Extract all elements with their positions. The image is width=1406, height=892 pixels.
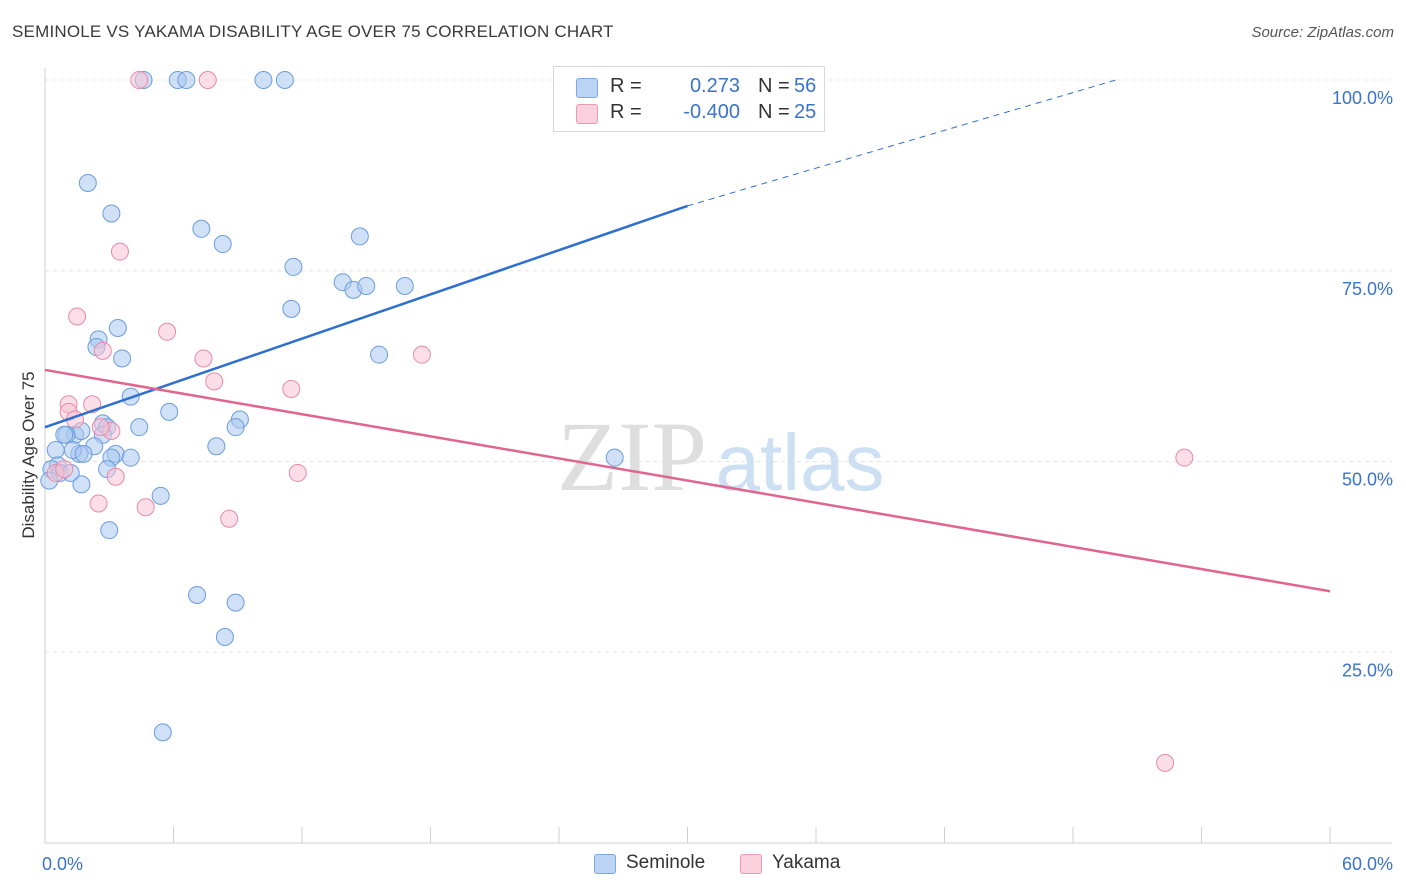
yakama-point xyxy=(136,498,155,517)
y-tick-label: 75.0% xyxy=(1342,279,1393,299)
yakama-point xyxy=(106,467,125,486)
seminole-trend-extension xyxy=(687,79,1116,207)
y-tick-label: 25.0% xyxy=(1342,660,1393,680)
seminole-point xyxy=(226,418,245,437)
trend-lines xyxy=(44,79,1331,593)
yakama-point xyxy=(1175,448,1194,467)
y-axis-label: Disability Age Over 75 xyxy=(19,371,38,538)
x-tick-label: 60.0% xyxy=(1342,854,1393,874)
seminole-point xyxy=(370,345,389,364)
legend-swatch-yakama xyxy=(576,104,598,124)
legend-swatch-seminole xyxy=(594,854,616,874)
seminole-point xyxy=(100,521,119,540)
seminole-point xyxy=(121,448,140,467)
legend-r-value: 0.273 xyxy=(689,75,740,97)
legend-n-value: 25 xyxy=(794,101,817,123)
legend-swatch-yakama xyxy=(740,854,762,874)
legend-n-label: N = xyxy=(758,101,790,123)
seminole-point xyxy=(282,299,301,318)
watermark-zip: ZIP xyxy=(557,401,707,512)
yakama-point xyxy=(194,349,213,368)
seminole-point xyxy=(113,349,132,368)
seminole-point xyxy=(72,475,91,494)
seminole-point xyxy=(207,437,226,456)
seminole-point xyxy=(55,425,74,444)
seminole-trend-line xyxy=(44,204,688,429)
watermark-atlas: atlas xyxy=(716,418,885,507)
yakama-point xyxy=(130,71,149,89)
seminole-point xyxy=(350,227,369,246)
yakama-trend-line xyxy=(44,368,1331,593)
yakama-point xyxy=(93,341,112,360)
seminole-point xyxy=(74,444,93,463)
data-points xyxy=(40,71,1194,772)
yakama-point xyxy=(220,509,239,528)
seminole-point xyxy=(153,723,172,742)
seminole-point xyxy=(395,277,414,296)
seminole-point xyxy=(151,486,170,505)
yakama-point xyxy=(198,71,217,89)
yakama-point xyxy=(412,345,431,364)
seminole-point xyxy=(215,627,234,646)
source-label: Source: ZipAtlas.com xyxy=(1251,24,1394,41)
seminole-point xyxy=(284,257,303,276)
legend-n-label: N = xyxy=(758,75,790,97)
legend-n-value: 56 xyxy=(794,75,817,97)
seminole-point xyxy=(46,441,65,460)
seminole-point xyxy=(160,402,179,421)
axes xyxy=(44,68,1392,844)
yakama-point xyxy=(91,418,110,437)
chart-title: SEMINOLE VS YAKAMA DISABILITY AGE OVER 7… xyxy=(12,22,614,41)
seminole-point xyxy=(605,448,624,467)
legend-swatch-seminole xyxy=(576,78,598,98)
yakama-point xyxy=(89,494,108,513)
yakama-point xyxy=(205,372,224,391)
seminole-point xyxy=(102,204,121,223)
yakama-point xyxy=(282,380,301,399)
legend-r-label: R = xyxy=(610,101,642,123)
legend-stats: R = 0.273 N = 56 R = -0.400 N = 25 xyxy=(553,66,825,132)
seminole-point xyxy=(226,593,245,612)
tick-labels: 100.0% 75.0% 50.0% 25.0% 0.0% 60.0% xyxy=(42,88,1393,874)
seminole-point xyxy=(357,277,376,296)
seminole-point xyxy=(177,71,196,89)
seminole-point xyxy=(275,71,294,89)
yakama-point xyxy=(68,307,87,326)
watermark: ZIP atlas xyxy=(557,401,884,512)
yakama-point xyxy=(288,463,307,482)
seminole-point xyxy=(108,318,127,337)
seminole-point xyxy=(78,174,97,193)
seminole-point xyxy=(130,418,149,437)
seminole-point xyxy=(254,71,273,89)
yakama-point xyxy=(110,242,129,261)
seminole-point xyxy=(213,235,232,254)
y-tick-label: 100.0% xyxy=(1332,88,1393,108)
legend-r-value: -0.400 xyxy=(683,101,740,123)
yakama-point xyxy=(158,322,177,341)
seminole-point xyxy=(188,586,207,605)
x-tick-label: 0.0% xyxy=(42,854,83,874)
seminole-point xyxy=(192,219,211,238)
yakama-point xyxy=(1156,753,1175,772)
legend-label-seminole: Seminole xyxy=(626,852,706,873)
yakama-point xyxy=(55,460,74,479)
y-tick-label: 50.0% xyxy=(1342,470,1393,490)
legend-label-yakama: Yakama xyxy=(772,852,841,873)
legend-r-label: R = xyxy=(610,75,642,97)
